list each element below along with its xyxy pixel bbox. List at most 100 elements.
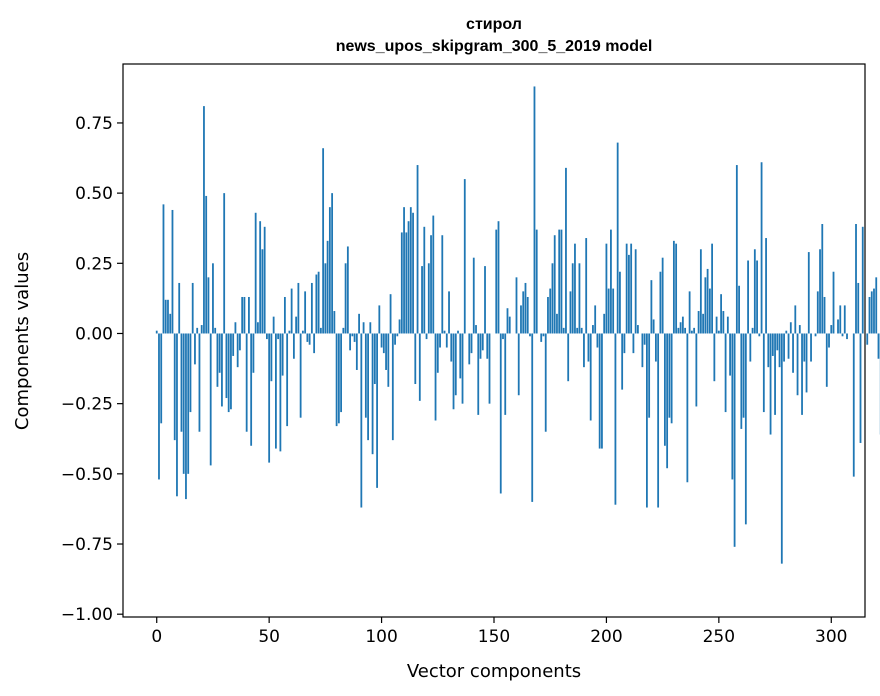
bar-168 xyxy=(533,86,536,334)
bar-47 xyxy=(261,249,264,334)
bar-45 xyxy=(257,322,259,334)
bar-273 xyxy=(769,333,772,435)
bar-42 xyxy=(250,333,253,446)
bar-283 xyxy=(792,333,794,373)
y-tick-label: −1.00 xyxy=(61,605,113,625)
bar-171 xyxy=(540,333,543,342)
bar-191 xyxy=(585,238,588,334)
bar-97 xyxy=(373,333,376,385)
bar-5 xyxy=(167,299,169,334)
bar-222 xyxy=(654,333,657,362)
bar-76 xyxy=(326,240,329,334)
bar-303 xyxy=(837,319,839,334)
bar-88 xyxy=(353,333,356,342)
bar-106 xyxy=(394,333,396,345)
bar-109 xyxy=(400,232,403,334)
bar-90 xyxy=(358,313,360,334)
bar-295 xyxy=(819,249,821,334)
bar-69 xyxy=(310,282,313,334)
bar-187 xyxy=(576,327,579,334)
y-tick-label: 0.00 xyxy=(75,324,113,344)
bar-268 xyxy=(758,333,761,337)
x-tick-label: 50 xyxy=(258,627,280,647)
x-tick-label: 150 xyxy=(478,627,510,647)
bar-99 xyxy=(378,305,381,334)
bar-151 xyxy=(495,229,498,334)
bar-85 xyxy=(346,246,349,334)
bar-114 xyxy=(412,212,414,334)
bar-208 xyxy=(623,333,626,354)
plot-frame xyxy=(122,63,866,618)
bar-320 xyxy=(875,277,878,334)
bar-258 xyxy=(735,165,738,334)
bar-266 xyxy=(753,249,756,334)
bar-257 xyxy=(733,333,736,547)
bar-71 xyxy=(315,274,318,334)
bar-192 xyxy=(587,333,590,362)
bar-153 xyxy=(499,333,502,494)
bar-225 xyxy=(661,257,664,334)
bar-224 xyxy=(659,271,662,334)
bar-288 xyxy=(803,333,806,362)
chart-subtitle: news_upos_skipgram_300_5_2019 model xyxy=(336,38,653,55)
bar-57 xyxy=(283,296,286,334)
bar-290 xyxy=(807,252,810,334)
bar-311 xyxy=(855,224,857,334)
y-tick-label: 0.50 xyxy=(75,184,113,204)
bar-113 xyxy=(409,207,412,334)
bar-89 xyxy=(355,333,358,370)
bar-274 xyxy=(771,333,774,356)
bar-112 xyxy=(407,221,410,334)
bar-143 xyxy=(477,333,480,415)
bar-133 xyxy=(454,333,457,396)
bar-252 xyxy=(722,311,725,334)
bar-291 xyxy=(810,333,812,362)
y-tick-label: −0.25 xyxy=(61,395,113,415)
bar-310 xyxy=(852,333,855,477)
bar-198 xyxy=(601,333,603,449)
bar-279 xyxy=(783,333,785,362)
bar-167 xyxy=(531,333,534,502)
bar-123 xyxy=(432,215,435,334)
bar-119 xyxy=(423,226,426,334)
bar-6 xyxy=(169,313,172,334)
bar-161 xyxy=(517,333,520,396)
bar-244 xyxy=(704,277,707,334)
bar-32 xyxy=(227,333,230,413)
bar-262 xyxy=(744,333,747,525)
bar-51 xyxy=(270,333,273,382)
bar-226 xyxy=(663,333,666,446)
bar-316 xyxy=(866,333,869,345)
bar-147 xyxy=(486,333,489,359)
bar-199 xyxy=(603,313,606,334)
bar-11 xyxy=(180,333,183,432)
bar-82 xyxy=(340,333,342,413)
bar-121 xyxy=(427,263,430,334)
bar-231 xyxy=(675,243,678,334)
bar-37 xyxy=(239,333,241,351)
bar-293 xyxy=(814,333,817,337)
bar-13 xyxy=(185,333,187,500)
bar-236 xyxy=(686,333,689,483)
bar-127 xyxy=(441,235,444,334)
bar-298 xyxy=(825,333,828,387)
bar-172 xyxy=(542,333,545,337)
bar-44 xyxy=(254,212,257,334)
bar-129 xyxy=(445,333,448,348)
x-axis-label: Vector components xyxy=(407,661,581,682)
x-tick-label: 100 xyxy=(365,627,397,647)
bar-115 xyxy=(414,333,417,385)
chart-title: стирол xyxy=(466,16,522,33)
bar-98 xyxy=(376,333,378,488)
x-axis-ticks: 0 50 100 150 200 250 300 xyxy=(151,617,847,647)
bar-8 xyxy=(173,333,176,441)
bar-48 xyxy=(263,226,266,334)
bar-17 xyxy=(194,333,196,365)
bar-108 xyxy=(398,319,401,334)
bar-190 xyxy=(583,333,585,368)
bar-175 xyxy=(549,288,552,334)
bar-24 xyxy=(209,333,212,466)
bar-118 xyxy=(421,266,423,334)
bar-16 xyxy=(191,282,194,334)
